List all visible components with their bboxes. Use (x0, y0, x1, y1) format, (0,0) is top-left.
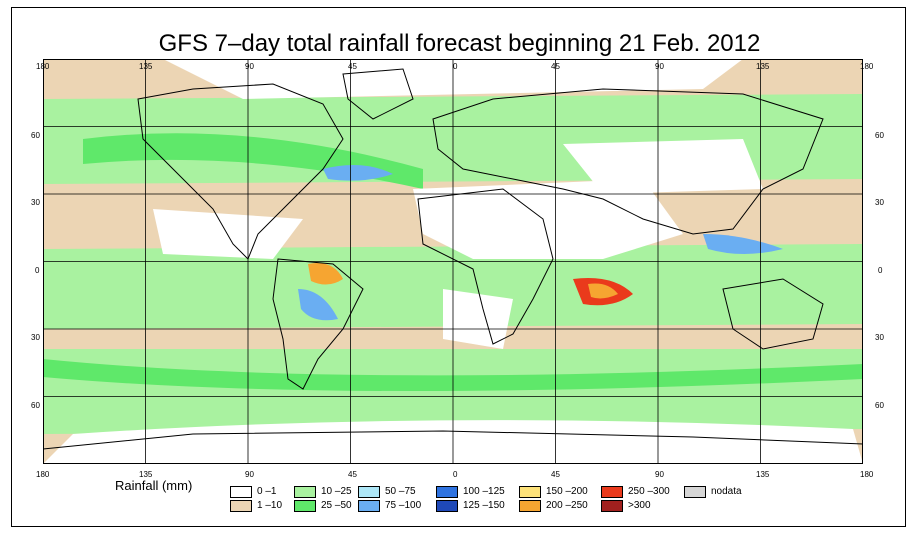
rain-blue-amazon (298, 289, 338, 321)
lat-label: 30 (31, 198, 40, 207)
legend-range: 200 –250 (546, 500, 588, 511)
legend-swatch (358, 500, 380, 512)
rain-band-25-50-a (83, 133, 423, 189)
legend-range: 125 –150 (463, 500, 505, 511)
coast-greenland (342, 68, 414, 120)
lon-label: 135 (756, 470, 770, 479)
legend-swatch (436, 500, 458, 512)
legend-swatch (436, 486, 458, 498)
legend-swatch (519, 486, 541, 498)
graticule (43, 59, 863, 464)
legend-range: 10 –25 (321, 486, 352, 497)
lon-label: 0 (453, 470, 458, 479)
lon-label: 180 (860, 470, 874, 479)
legend-swatch (230, 500, 252, 512)
legend-range: 0 –1 (257, 486, 277, 497)
legend-swatch (294, 486, 316, 498)
rain-blue-indonesia (703, 234, 783, 254)
legend-range: 50 –75 (385, 486, 416, 497)
dry-sahara (413, 179, 683, 259)
lat-label: 30 (875, 198, 884, 207)
rainfall-map (43, 59, 863, 464)
legend-range: 25 –50 (321, 500, 352, 511)
rain-blue-pacific-n (323, 165, 393, 181)
lon-label: 45 (551, 62, 560, 71)
figure-frame: GFS 7–day total rainfall forecast beginn… (11, 7, 906, 527)
coast-antarctica (43, 430, 863, 450)
lat-label: 0 (878, 266, 883, 275)
lon-label: 180 (860, 62, 874, 71)
map-border (43, 59, 863, 464)
legend-range: 250 –300 (628, 486, 670, 497)
lon-label: 180 (36, 470, 50, 479)
rain-heavy-amazon (308, 263, 343, 285)
legend-range: 150 –200 (546, 486, 588, 497)
lon-label: 0 (453, 62, 458, 71)
lat-label: 60 (31, 131, 40, 140)
lat-label: 0 (35, 266, 40, 275)
coast-europe-asia (432, 88, 824, 235)
legend-range: 75 –100 (385, 500, 422, 511)
lat-label: 60 (875, 401, 884, 410)
lon-label: 90 (245, 470, 254, 479)
lon-label: 135 (139, 470, 153, 479)
coast-south-america (272, 258, 364, 390)
legend-swatch (519, 500, 541, 512)
lat-label: 30 (31, 333, 40, 342)
legend-swatch (601, 486, 623, 498)
lat-label: 60 (31, 401, 40, 410)
lon-label: 90 (655, 470, 664, 479)
lon-label: 45 (551, 470, 560, 479)
lon-label: 45 (348, 62, 357, 71)
lon-label: 135 (139, 62, 153, 71)
dry-south-atlantic (443, 289, 513, 349)
coast-north-america (137, 83, 344, 260)
lat-label: 30 (875, 333, 884, 342)
dry-asia (563, 139, 763, 194)
legend-swatch (601, 500, 623, 512)
legend-swatch (684, 486, 706, 498)
legend-range: nodata (711, 486, 742, 497)
lon-label: 135 (756, 62, 770, 71)
map-title: GFS 7–day total rainfall forecast beginn… (158, 30, 761, 57)
dry-pacific-east (153, 209, 303, 259)
legend-swatch (358, 486, 380, 498)
legend-range: >300 (628, 500, 651, 511)
lat-label: 60 (875, 131, 884, 140)
lon-label: 90 (655, 62, 664, 71)
legend-range: 1 –10 (257, 500, 283, 511)
legend-swatch (294, 500, 316, 512)
coastlines (43, 68, 863, 450)
legend-range: 100 –125 (463, 486, 505, 497)
legend-swatch (230, 486, 252, 498)
legend-title: Rainfall (mm) (115, 478, 193, 493)
lon-label: 90 (245, 62, 254, 71)
lon-label: 45 (348, 470, 357, 479)
lon-label: 180 (36, 62, 50, 71)
rain-heavy-indian-core (588, 283, 618, 299)
coast-africa (417, 188, 554, 345)
